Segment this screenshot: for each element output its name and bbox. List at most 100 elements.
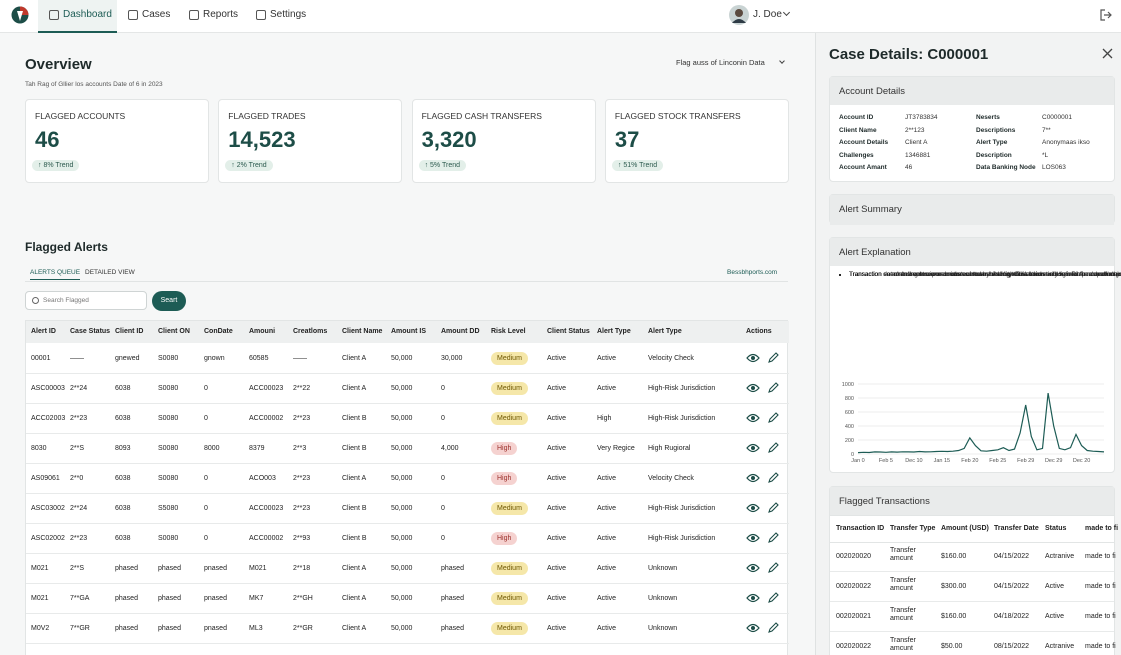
nav-tab[interactable]: Dashboard	[63, 9, 112, 20]
view-icon[interactable]	[746, 563, 760, 573]
tx-column-header[interactable]: Status	[1045, 525, 1067, 532]
tx-column-header[interactable]: Transfer Type	[890, 525, 936, 532]
table-cell: 2**0	[70, 475, 84, 482]
section-card: Alert Explanation Transaction sonros acro…	[829, 237, 1121, 473]
table-cell: ——	[293, 355, 307, 362]
tx-column-header[interactable]: Amount (USD)	[941, 525, 989, 532]
alerts-tab[interactable]: DETAILED VIEW	[85, 269, 135, 276]
column-header[interactable]: Creatloms	[293, 328, 328, 335]
edit-icon[interactable]	[768, 412, 779, 423]
column-header[interactable]: Client ID	[115, 328, 144, 335]
tabs-divider	[25, 281, 788, 282]
edit-icon[interactable]	[768, 622, 779, 633]
column-header[interactable]: Client Status	[547, 328, 590, 335]
view-icon[interactable]	[746, 593, 760, 603]
kpi-label: FLAGGED TRADES	[228, 111, 306, 121]
table-cell: High-Risk Jurisdiction	[648, 415, 716, 422]
column-header[interactable]: Client Name	[342, 328, 383, 335]
user-name[interactable]: J. Doe	[753, 9, 782, 20]
nav-tab-icon	[256, 10, 266, 20]
table-cell: 60585	[249, 355, 269, 362]
x-tick-label: Dec 20	[1073, 458, 1090, 464]
overview-filter[interactable]: Flag auss of Linconin Data	[676, 58, 765, 67]
column-header[interactable]: ConDate	[204, 328, 233, 335]
edit-icon[interactable]	[768, 562, 779, 573]
table-cell: 2**23	[293, 505, 311, 512]
column-header[interactable]: Actions	[746, 328, 772, 335]
column-header[interactable]: Alert ID	[31, 328, 56, 335]
section-card: Flagged Transactions Transaction ID Transf…	[829, 486, 1119, 655]
table-cell: ACC02003	[31, 415, 66, 422]
edit-icon[interactable]	[768, 592, 779, 603]
table-cell: M021	[31, 595, 49, 602]
table-cell: Active	[547, 475, 567, 482]
table-cell: 50,000	[391, 625, 413, 632]
view-icon[interactable]	[746, 533, 760, 543]
table-cell: Active	[597, 535, 617, 542]
edit-icon[interactable]	[768, 472, 779, 483]
table-cell: gnown	[204, 355, 225, 362]
column-header[interactable]: Case Status	[70, 328, 111, 335]
view-icon[interactable]	[746, 443, 760, 453]
avatar[interactable]	[729, 5, 749, 25]
tx-column-header[interactable]: made to fi	[1085, 525, 1119, 532]
tx-row-divider	[830, 601, 1114, 602]
table-cell: 2**3	[293, 445, 307, 452]
column-header[interactable]: Alert Type	[597, 328, 631, 335]
column-header[interactable]: Amount DD	[441, 328, 480, 335]
view-icon[interactable]	[746, 503, 760, 513]
view-icon[interactable]	[746, 413, 760, 423]
table-cell: pnased	[204, 625, 227, 632]
alerts-tab[interactable]: ALERTS QUEUE	[30, 269, 81, 280]
top-nav	[0, 0, 1121, 33]
tx-cell: Transfer amcunt	[890, 577, 916, 592]
table-cell: ACC00023	[249, 505, 284, 512]
column-header[interactable]: Amount IS	[391, 328, 426, 335]
nav-tab[interactable]: Cases	[142, 9, 171, 20]
alerts-link[interactable]: Bessbhports.com	[727, 269, 778, 276]
edit-icon[interactable]	[768, 502, 779, 513]
detail-label: Account ID	[839, 114, 874, 121]
table-cell: phased	[158, 565, 181, 572]
data-line	[857, 392, 1105, 454]
tx-cell: Active	[1045, 613, 1065, 620]
table-cell: ASC00003	[31, 385, 65, 392]
table-cell: M021	[249, 565, 267, 572]
tx-column-header[interactable]: Transaction ID	[836, 525, 885, 532]
edit-icon[interactable]	[768, 382, 779, 393]
search-box[interactable]: Search Flagged	[25, 291, 147, 310]
view-icon[interactable]	[746, 473, 760, 483]
row-divider	[26, 643, 789, 644]
row-divider	[26, 583, 789, 584]
table-cell: 0	[441, 385, 445, 392]
y-tick-label: 200	[845, 438, 854, 444]
tx-column-header[interactable]: Transfer Date	[994, 525, 1039, 532]
logout-icon[interactable]	[1099, 8, 1113, 22]
edit-icon[interactable]	[768, 532, 779, 543]
section-header-bg	[830, 77, 1114, 105]
column-header[interactable]: Amouni	[249, 328, 276, 335]
tx-cell: $300.00	[941, 583, 967, 590]
nav-tab[interactable]: Settings	[270, 9, 307, 20]
table-cell: Client B	[342, 415, 367, 422]
tx-cell: Transfer amcunt	[890, 607, 916, 622]
nav-tab[interactable]: Reports	[203, 9, 239, 20]
search-button[interactable]: Seart	[152, 291, 186, 311]
detail-label: Neserts	[976, 114, 1000, 121]
edit-icon[interactable]	[768, 352, 779, 363]
tx-cell: 04/18/2022	[994, 613, 1030, 620]
column-header[interactable]: Risk Level	[491, 328, 526, 335]
close-button[interactable]	[1102, 48, 1113, 59]
edit-icon[interactable]	[768, 442, 779, 453]
view-icon[interactable]	[746, 353, 760, 363]
view-icon[interactable]	[746, 623, 760, 633]
row-divider	[26, 553, 789, 554]
detail-label: Client Name	[839, 126, 877, 134]
column-header[interactable]: Alert Type	[648, 328, 682, 335]
explanation-bullet: Transaction deteuntslevent uioms leeds a…	[849, 271, 1121, 280]
column-header[interactable]: Client ON	[158, 328, 190, 335]
detail-value: JT3783834	[905, 114, 938, 121]
kpi-card: FLAGGED TRADES 14,523 ↑ 2% Trend	[218, 99, 403, 183]
table-cell: High-Risk Jurisdiction	[648, 535, 716, 542]
view-icon[interactable]	[746, 383, 760, 393]
